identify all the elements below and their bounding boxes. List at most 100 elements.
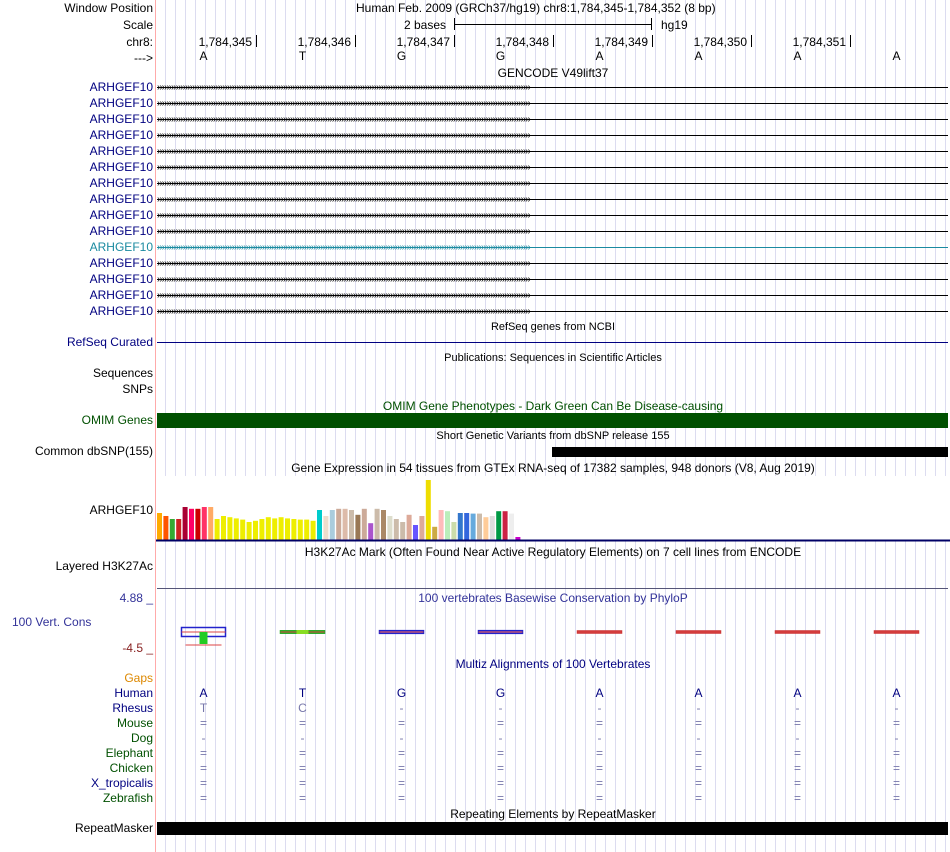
gencode-gene-line[interactable]	[157, 295, 948, 296]
multiz-base[interactable]: =	[496, 761, 504, 775]
multiz-base[interactable]: =	[298, 791, 306, 805]
gtex-tissue-bar[interactable]	[304, 519, 310, 540]
gtex-tissue-bar[interactable]	[457, 513, 463, 540]
gencode-gene-label[interactable]: ARHGEF10	[89, 192, 153, 206]
gencode-gene-strand[interactable]: ››››››››››››››››››››››››››››››››››››››››…	[157, 148, 531, 156]
conservation-score-mark[interactable]	[279, 630, 326, 634]
conservation-score-mark[interactable]	[774, 630, 821, 634]
multiz-base[interactable]: =	[694, 791, 702, 805]
gtex-tissue-bar[interactable]	[201, 507, 207, 540]
gtex-tissue-bar[interactable]	[432, 526, 438, 540]
dbsnp-label[interactable]: Common dbSNP(155)	[34, 444, 153, 458]
gencode-gene-strand[interactable]: ››››››››››››››››››››››››››››››››››››››››…	[157, 260, 531, 268]
multiz-base[interactable]: =	[793, 716, 801, 730]
multiz-base[interactable]: =	[397, 716, 405, 730]
multiz-base[interactable]: =	[496, 776, 504, 790]
gtex-tissue-bar[interactable]	[387, 516, 393, 540]
gtex-tissue-bar[interactable]	[291, 519, 297, 540]
gtex-tissue-bar[interactable]	[509, 513, 514, 540]
multiz-species-label[interactable]: Mouse	[116, 716, 153, 730]
multiz-base[interactable]: =	[298, 776, 306, 790]
multiz-base[interactable]: =	[892, 761, 900, 775]
refseq-track-title[interactable]: RefSeq genes from NCBI	[490, 321, 616, 333]
gtex-tissue-bar[interactable]	[515, 537, 521, 540]
multiz-species-label[interactable]: Zebrafish	[102, 791, 153, 805]
multiz-base[interactable]: A	[595, 686, 604, 700]
multiz-base[interactable]: -	[597, 701, 602, 715]
publications-sequences-label[interactable]: Sequences	[92, 366, 153, 380]
publications-snps-label[interactable]: SNPs	[122, 382, 153, 396]
multiz-base[interactable]: -	[894, 731, 899, 745]
gencode-gene-label[interactable]: ARHGEF10	[89, 80, 153, 94]
gtex-tissue-bar[interactable]	[240, 519, 246, 540]
multiz-base[interactable]: =	[595, 776, 603, 790]
conservation-track-title[interactable]: 100 vertebrates Basewise Conservation by…	[418, 591, 688, 605]
multiz-base[interactable]: G	[396, 686, 407, 700]
multiz-species-label[interactable]: X_tropicalis	[90, 776, 153, 790]
gencode-gene-label[interactable]: ARHGEF10	[89, 240, 153, 254]
multiz-base[interactable]: -	[696, 731, 701, 745]
gencode-gene-line[interactable]	[157, 183, 948, 184]
gtex-tissue-bar[interactable]	[233, 518, 239, 540]
multiz-base[interactable]: =	[892, 746, 900, 760]
h3k27ac-label[interactable]: Layered H3K27Ac	[55, 559, 153, 573]
gtex-tissue-bar[interactable]	[438, 510, 444, 540]
gtex-tissue-bar[interactable]	[176, 519, 182, 540]
conservation-logo-plot[interactable]	[156, 622, 950, 652]
repeatmasker-label[interactable]: RepeatMasker	[74, 821, 153, 835]
gtex-tissue-bar[interactable]	[451, 522, 457, 540]
conservation-label[interactable]: 100 Vert. Cons	[12, 615, 92, 629]
reference-base[interactable]: T	[298, 49, 307, 63]
multiz-base[interactable]: =	[397, 746, 405, 760]
multiz-base[interactable]: =	[199, 776, 207, 790]
gencode-gene-line[interactable]	[157, 263, 948, 264]
gtex-tissue-bar[interactable]	[195, 508, 201, 540]
gencode-gene-strand[interactable]: ››››››››››››››››››››››››››››››››››››››››…	[157, 228, 531, 236]
multiz-species-label[interactable]: Chicken	[109, 761, 153, 775]
gtex-tissue-bar[interactable]	[310, 520, 316, 540]
gencode-gene-strand[interactable]: ››››››››››››››››››››››››››››››››››››››››…	[157, 308, 531, 316]
gtex-tissue-bar[interactable]	[189, 508, 194, 540]
gtex-tissue-bar[interactable]	[329, 510, 335, 540]
multiz-base[interactable]: =	[793, 776, 801, 790]
reference-base[interactable]: A	[892, 49, 901, 63]
gencode-gene-label[interactable]: ARHGEF10	[89, 256, 153, 270]
multiz-base[interactable]: A	[694, 686, 703, 700]
gtex-tissue-bar[interactable]	[163, 516, 169, 540]
gtex-bar-chart[interactable]	[156, 476, 950, 542]
repeatmasker-bar[interactable]	[157, 822, 948, 835]
gencode-gene-label[interactable]: ARHGEF10	[89, 160, 153, 174]
multiz-gaps-label[interactable]: Gaps	[124, 671, 153, 685]
gtex-tissue-bar[interactable]	[489, 516, 495, 540]
multiz-base[interactable]: =	[595, 716, 603, 730]
gtex-tissue-bar[interactable]	[342, 508, 348, 540]
gencode-gene-label[interactable]: ARHGEF10	[89, 112, 153, 126]
gtex-tissue-bar[interactable]	[349, 510, 354, 540]
gencode-gene-strand[interactable]: ››››››››››››››››››››››››››››››››››››››››…	[157, 212, 531, 220]
gtex-tissue-bar[interactable]	[470, 513, 476, 540]
gtex-tissue-bar[interactable]	[208, 507, 214, 540]
gencode-gene-line[interactable]	[157, 87, 948, 88]
multiz-base[interactable]: =	[793, 746, 801, 760]
reference-base[interactable]: A	[694, 49, 703, 63]
gencode-gene-label[interactable]: ARHGEF10	[89, 96, 153, 110]
h3k27ac-track-title[interactable]: H3K27Ac Mark (Often Found Near Active Re…	[304, 545, 802, 559]
multiz-base[interactable]: =	[496, 716, 504, 730]
gtex-tissue-bar[interactable]	[445, 511, 450, 540]
omim-label[interactable]: OMIM Genes	[81, 413, 153, 427]
multiz-base[interactable]: =	[298, 716, 306, 730]
gencode-gene-line[interactable]	[157, 135, 948, 136]
gencode-gene-label[interactable]: ARHGEF10	[89, 288, 153, 302]
gtex-tissue-bar[interactable]	[502, 511, 508, 540]
gencode-gene-label[interactable]: ARHGEF10	[89, 144, 153, 158]
gtex-tissue-bar[interactable]	[214, 519, 220, 540]
gencode-gene-label[interactable]: ARHGEF10	[89, 224, 153, 238]
multiz-base[interactable]: T	[199, 701, 208, 715]
gtex-tissue-bar[interactable]	[278, 517, 284, 540]
gencode-gene-line[interactable]	[157, 103, 948, 104]
gtex-tissue-bar[interactable]	[464, 513, 470, 540]
multiz-species-label[interactable]: Human	[114, 686, 153, 700]
multiz-base[interactable]: =	[199, 761, 207, 775]
gtex-tissue-bar[interactable]	[246, 522, 252, 540]
gencode-gene-line[interactable]	[157, 279, 948, 280]
